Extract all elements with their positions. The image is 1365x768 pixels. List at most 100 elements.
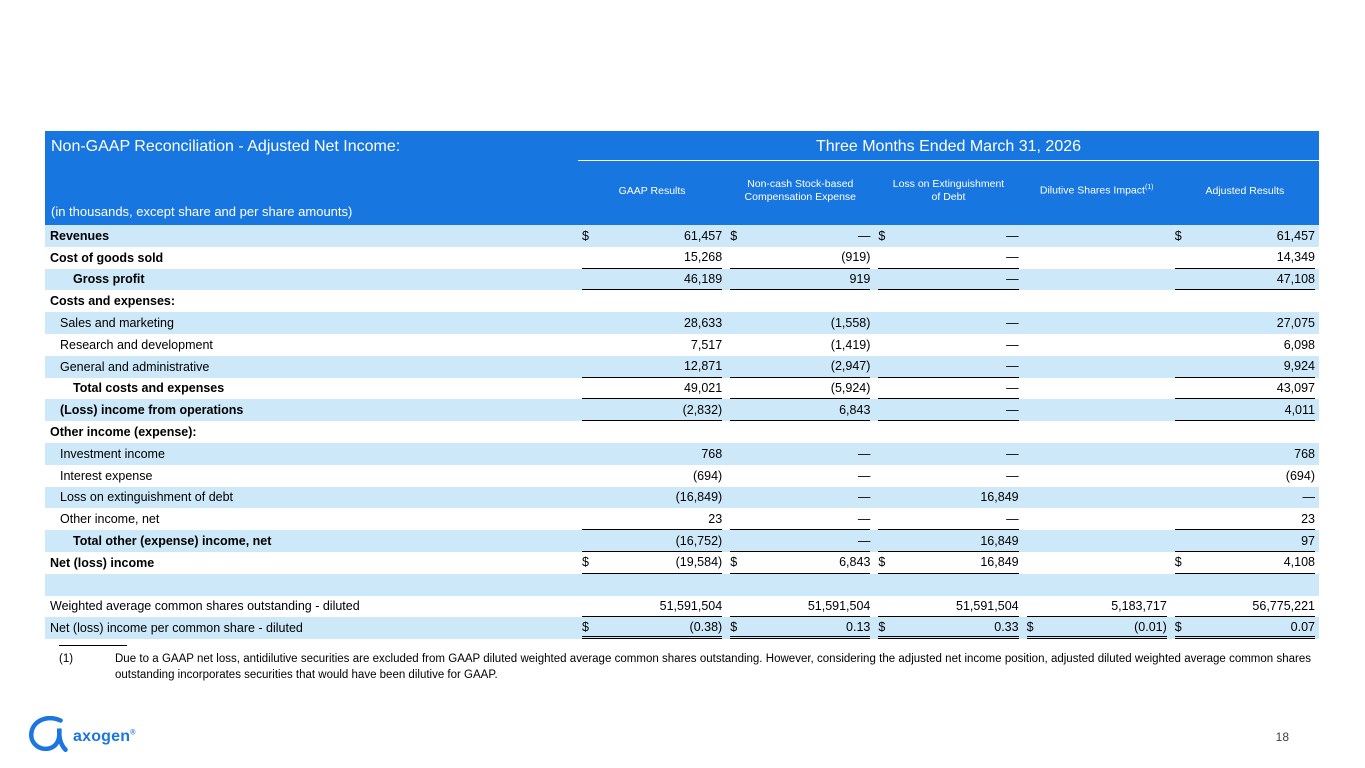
cell-value: — [1006,359,1019,374]
cell-value: (2,832) [682,402,723,417]
table-row: Interest expense (694) — — (694) [45,464,1319,487]
value-cell: 51,591,504 [578,596,726,618]
cell-value: 4,011 [1284,402,1315,417]
value-cell: 51,591,504 [726,596,874,618]
cell-value: 46,189 [683,271,723,286]
row-label: Total costs and expenses [73,381,225,396]
value-cell: (5,924) [726,378,874,400]
value-cell: — [726,443,874,465]
value-cell: $0.33 [874,617,1022,640]
dollar-sign: $ [1174,228,1182,243]
footnote-separator [59,645,127,646]
row-label: Research and development [60,337,213,352]
dollar-sign: $ [878,555,886,570]
footnote-marker: (1) [59,653,74,665]
value-cell: 27,075 [1171,312,1319,334]
value-cell: 12,871 [578,356,726,378]
cell-value: — [1006,337,1019,352]
value-cell: $ (0.38) [578,617,726,640]
value-cell: (919) [726,247,874,269]
value-cell [1023,290,1171,312]
table-title: Non-GAAP Reconciliation - Adjusted Net I… [51,138,401,155]
value-cell: (2,832) [578,399,726,422]
value-cell: 49,021 [578,378,726,400]
cell-value: (16,752) [675,533,723,548]
axogen-wordmark: axogen® [73,727,136,745]
value-cell [726,421,874,443]
value-cell: — [874,443,1022,465]
footnote-ref-superscript: (1) [1144,184,1154,192]
row-label: Investment income [60,446,165,461]
row-label: Loss on extinguishment of debt [60,490,234,505]
value-cell [1023,508,1171,530]
column-header-label: Dilutive Shares Impact(1) [1039,184,1154,197]
dollar-sign: $ [730,619,738,634]
cell-value: 23 [1301,511,1315,526]
value-cell: 47,108 [1171,269,1319,291]
row-label: Gross profit [73,272,145,287]
table-row: Total costs and expenses 49,021 (5,924) — 43… [45,377,1319,400]
value-cell [726,290,874,312]
dollar-sign: $ [878,619,886,634]
value-cell: $ — [874,225,1022,247]
registered-trademark-icon: ® [130,729,136,737]
value-cell [1023,312,1171,334]
cell-value: (919) [841,250,871,265]
table-row: Other income (expense): [45,421,1319,443]
value-cell: — [726,508,874,531]
column-header-label: GAAP Results [618,184,686,197]
value-cell: 14,349 [1171,247,1319,269]
axogen-logo-icon [28,715,68,757]
table-row: Revenues $61,457 $ — $ — $61,457 [45,225,1319,247]
cell-value: (19,584) [675,555,723,570]
row-label: Interest expense [60,468,153,483]
cell-value: — [1302,490,1315,505]
value-cell: — [874,312,1022,334]
table-row: Weighted average common shares outstandi… [45,595,1319,618]
cell-value: 12,871 [683,359,723,374]
cell-value: 14,349 [1276,250,1315,265]
cell-value: 51,591,504 [956,598,1019,613]
cell-value: (694) [1285,468,1315,483]
dollar-sign: $ [1026,619,1034,634]
table-header: Non-GAAP Reconciliation - Adjusted Net I… [45,131,1319,225]
value-cell [1023,247,1171,269]
dollar-sign: $ [730,555,738,570]
value-cell [578,421,726,443]
value-cell [1171,290,1319,312]
reconciliation-table: Non-GAAP Reconciliation - Adjusted Net I… [45,131,1319,640]
value-cell: $6,843 [726,552,874,574]
cell-value: (1,558) [830,316,871,331]
table-row: Net (loss) income per common share - dil… [45,617,1319,640]
value-cell: (1,419) [726,334,874,356]
value-cell: $61,457 [1171,225,1319,247]
value-cell: 6,098 [1171,334,1319,356]
value-cell: 56,775,221 [1171,596,1319,618]
table-row: Investment income 768 — — 768 [45,442,1319,465]
table-row: Total other (expense) income, net (16,752… [45,530,1319,552]
table-subtitle: (in thousands, except share and per shar… [51,204,353,219]
cell-value: — [1006,271,1019,286]
period-header: Three Months Ended March 31, 2026 [578,131,1319,161]
cell-value: (5,924) [830,380,871,395]
cell-value: 51,591,504 [807,598,871,613]
value-cell: 46,189 [578,269,726,291]
value-cell: 16,849 [874,530,1022,552]
row-label: Revenues [50,228,110,243]
footnote-text: Due to a GAAP net loss, antidilutive sec… [115,653,1311,681]
row-label: (Loss) income from operations [60,403,244,418]
value-cell: (16,849) [578,487,726,509]
cell-value: — [857,533,871,548]
footnote-block: (1) Due to a GAAP net loss, antidilutive… [59,645,1311,683]
value-cell [1171,574,1319,596]
value-cell [1023,465,1171,487]
cell-value: (694) [693,468,723,483]
table-row: (Loss) income from operations (2,832) 6,84… [45,399,1319,422]
value-cell: $4,108 [1171,552,1319,574]
row-label [45,574,578,596]
value-cell: (1,558) [726,312,874,334]
value-cell [578,574,726,596]
column-header-dilutive-shares: Dilutive Shares Impact(1) [1023,161,1171,225]
cell-value: 15,268 [683,250,723,265]
value-cell: 51,591,504 [874,596,1022,618]
